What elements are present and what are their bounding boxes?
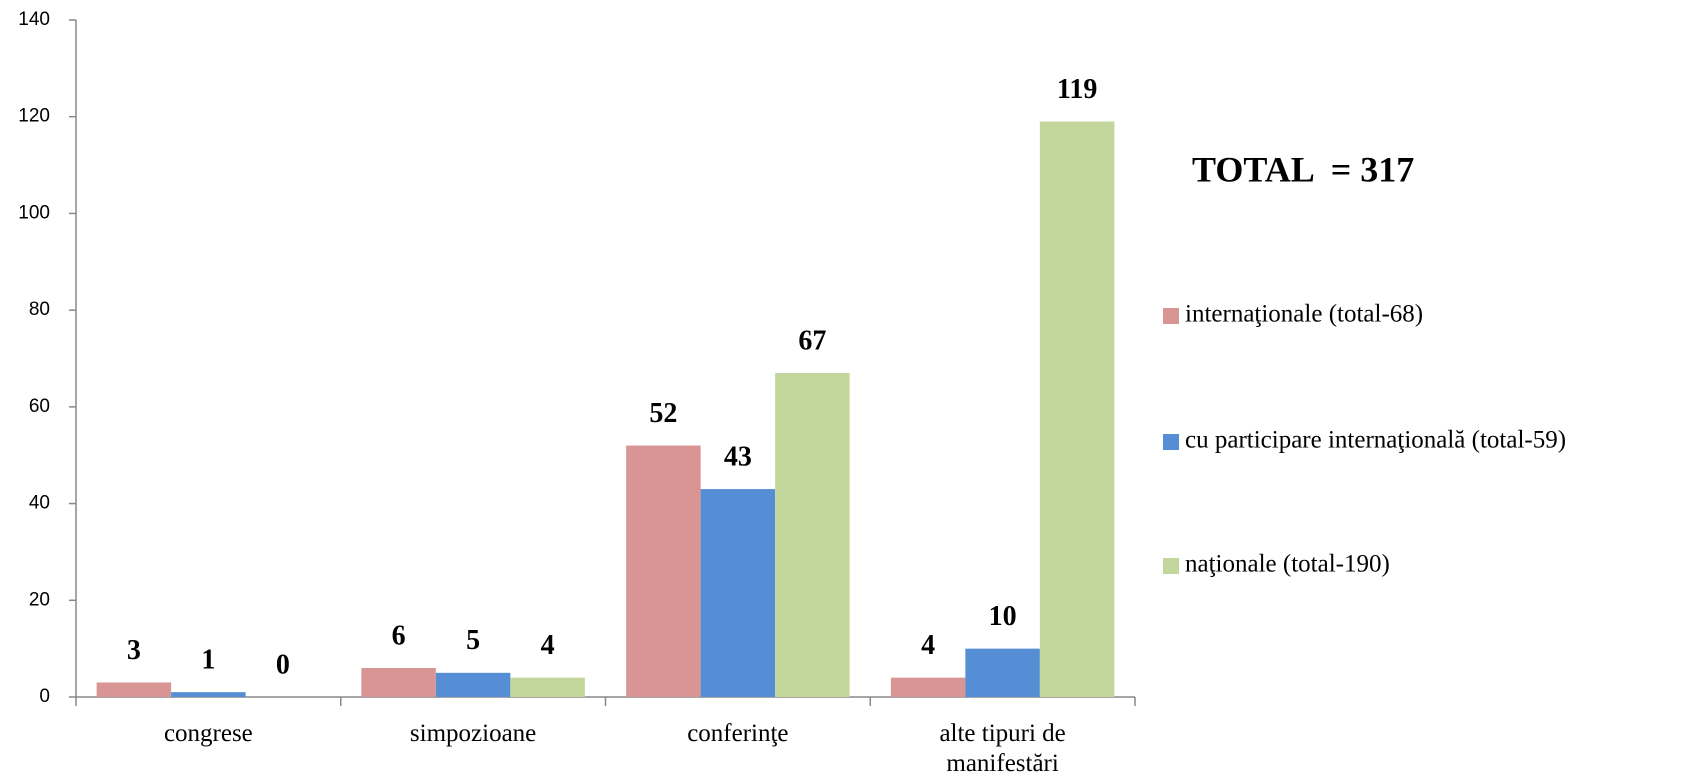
y-tick-label: 120 [18, 106, 50, 127]
value-label: 5 [466, 625, 480, 656]
bar [361, 667, 436, 697]
legend-swatch [1163, 558, 1179, 574]
value-label: 67 [798, 325, 826, 356]
bar [775, 373, 850, 697]
value-label: 43 [724, 441, 752, 472]
value-label: 10 [989, 601, 1017, 632]
value-label: 3 [127, 635, 141, 666]
bar [435, 672, 511, 697]
x-tick-label: simpozioane [409, 720, 537, 747]
y-tick-label: 0 [39, 686, 50, 707]
legend-label: internaţionale (total-68) [1185, 301, 1423, 328]
legend-label: naţionale (total-190) [1185, 551, 1390, 578]
bar [700, 489, 776, 697]
y-tick-label: 20 [29, 589, 50, 610]
bar [510, 677, 585, 697]
bar [171, 692, 246, 697]
value-label: 4 [541, 630, 555, 661]
legend-swatch [1163, 434, 1179, 450]
bar [96, 682, 172, 697]
legend-label: cu participare internaţională (total-59) [1185, 427, 1566, 454]
value-label: 52 [649, 398, 677, 429]
y-tick-label: 80 [29, 299, 50, 320]
y-tick-label: 100 [18, 202, 50, 223]
legend-swatch [1163, 308, 1179, 324]
y-tick-label: 140 [18, 9, 50, 30]
x-tick-label: conferinţe [687, 720, 789, 747]
y-tick-label: 60 [29, 396, 50, 417]
bar [890, 677, 966, 697]
value-label: 119 [1057, 74, 1097, 105]
value-label: 1 [201, 645, 215, 676]
value-label: 0 [276, 649, 290, 680]
bar [965, 648, 1040, 697]
y-tick-label: 40 [29, 493, 50, 514]
value-label: 4 [921, 630, 935, 661]
total-annotation: TOTAL = 317 [1192, 149, 1414, 189]
bar [626, 445, 701, 697]
value-label: 6 [392, 620, 406, 651]
x-tick-label: congrese [163, 720, 253, 747]
x-tick-label: alte tipuri de manifestări [939, 720, 1066, 777]
bar [1039, 121, 1115, 698]
